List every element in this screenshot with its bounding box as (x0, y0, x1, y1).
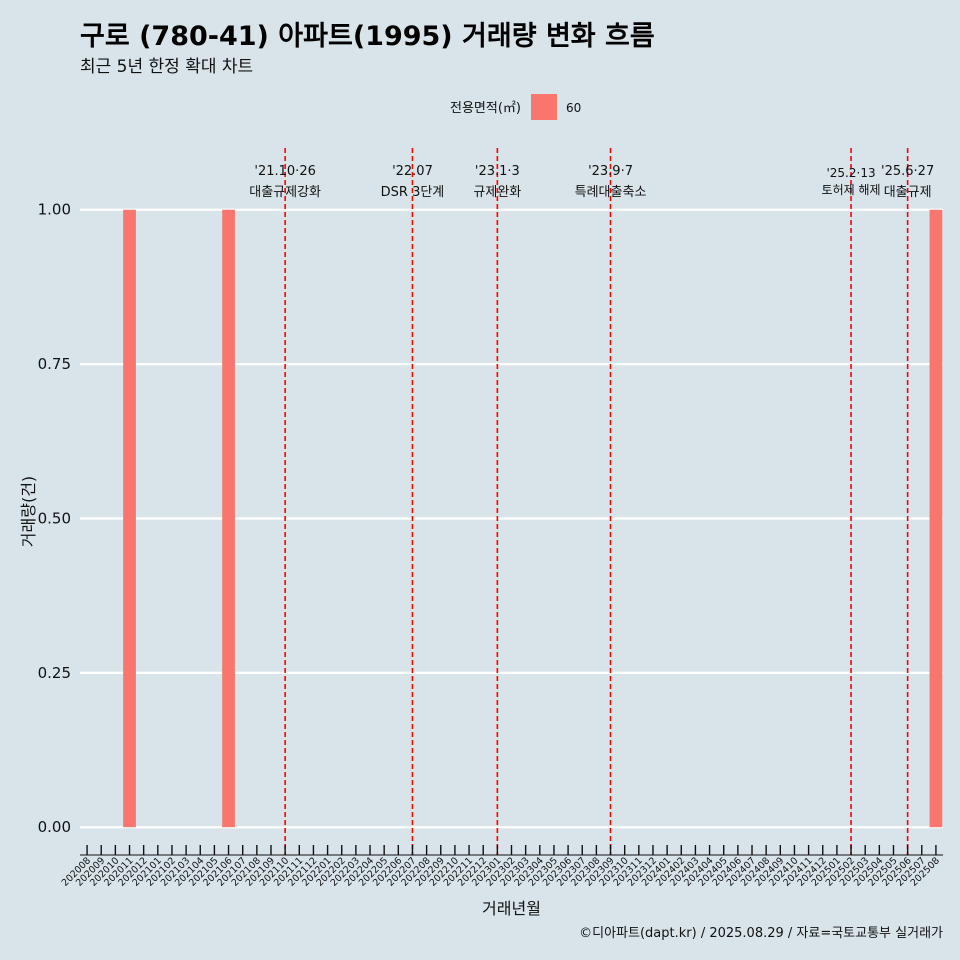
legend-swatch (531, 94, 557, 120)
event-date-label: '23.9·7 (588, 164, 633, 179)
legend-title: 전용면적(㎡) (450, 101, 521, 116)
event-date-label: '21.10·26 (254, 164, 315, 179)
bar-202106 (222, 209, 235, 828)
event-name-label: 토허제 해제 (822, 183, 881, 197)
bar-202508 (929, 209, 943, 828)
x-axis-title: 거래년월 (482, 899, 541, 918)
y-tick-label: 1.00 (38, 201, 71, 219)
event-name-label: DSR 3단계 (381, 185, 445, 200)
y-axis-title: 거래량(건) (19, 476, 38, 547)
legend-entry-label: 60 (566, 101, 581, 115)
chart-subtitle: 최근 5년 한정 확대 차트 (80, 57, 254, 77)
source-caption: ©디아파트(dapt.kr) / 2025.08.29 / 자료=국토교통부 실… (579, 926, 943, 941)
bar-202011 (123, 209, 136, 828)
event-date-label: '25.6·27 (881, 164, 934, 179)
chart-title: 구로 (780-41) 아파트(1995) 거래량 변화 흐름 (80, 21, 655, 52)
event-name-label: 특례대출축소 (575, 185, 647, 200)
event-name-label: 대출규제강화 (249, 185, 321, 200)
y-tick-label: 0.75 (38, 355, 71, 373)
event-date-label: '22.07 (392, 164, 433, 179)
event-name-label: 대출규제 (884, 185, 932, 200)
y-tick-label: 0.25 (38, 664, 71, 682)
event-date-label: '23.1·3 (475, 164, 520, 179)
event-date-label: '25.2·13 (826, 166, 875, 180)
event-name-label: 규제완화 (473, 185, 521, 200)
y-tick-label: 0.50 (38, 509, 71, 527)
y-tick-label: 0.00 (38, 818, 71, 836)
